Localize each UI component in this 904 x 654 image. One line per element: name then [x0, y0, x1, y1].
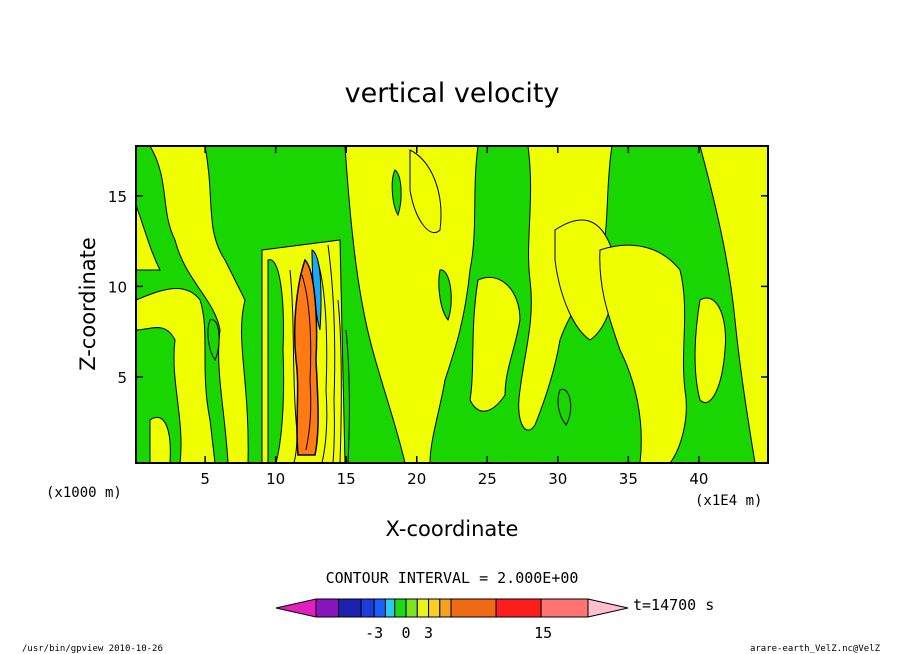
- colorbar-swatch: [450, 598, 497, 618]
- axes: 5 10 15 20 25 30 35 40 5 10 15: [108, 146, 768, 488]
- y-axis-unit: (x1000 m): [46, 485, 122, 501]
- colorbar-label: 3: [424, 624, 433, 642]
- colorbar-swatch: [373, 598, 386, 618]
- colorbar-swatch: [428, 598, 441, 618]
- y-tick-label: 5: [117, 369, 127, 387]
- x-tick-label: 30: [548, 470, 567, 488]
- colorbar-label: -3: [365, 624, 383, 642]
- colorbar-label: 0: [402, 624, 411, 642]
- chart-title: vertical velocity: [345, 78, 560, 109]
- x-tick-label: 10: [266, 470, 285, 488]
- colorbar-swatch: [360, 598, 375, 618]
- colorbar-swatch: [495, 598, 542, 618]
- x-tick-label: 20: [407, 470, 426, 488]
- colorbar-low-arrow: [275, 598, 317, 618]
- x-tick-label: 40: [689, 470, 708, 488]
- y-axis-label: Z-coordinate: [76, 237, 100, 371]
- colorbar-label: 15: [534, 624, 552, 642]
- colorbar-swatch: [384, 598, 396, 618]
- plot-frame: [135, 145, 769, 464]
- colorbar-swatch: [540, 598, 589, 618]
- contour-interval: CONTOUR INTERVAL = 2.000E+00: [326, 569, 579, 587]
- x-tick-label: 25: [478, 470, 497, 488]
- time-label: t=14700 s: [633, 596, 714, 614]
- x-axis-unit: (x1E4 m): [695, 493, 762, 509]
- vertical-velocity-field: [136, 146, 768, 463]
- footer-right: arare-earth_VelZ.nc@VelZ: [750, 644, 881, 654]
- x-tick-label: 35: [619, 470, 638, 488]
- x-tick-label: 15: [337, 470, 356, 488]
- x-axis-label: X-coordinate: [386, 517, 519, 541]
- x-tick-label: 5: [200, 470, 210, 488]
- colorbar-swatch: [439, 598, 452, 618]
- y-tick-label: 10: [108, 278, 127, 296]
- colorbar-high-arrow: [587, 598, 629, 618]
- colorbar-swatch: [315, 598, 340, 618]
- colorbar-swatch: [394, 598, 407, 618]
- y-tick-label: 15: [108, 188, 127, 206]
- colorbar: -3 0 3 15: [275, 598, 629, 642]
- colorbar-swatch: [338, 598, 362, 618]
- colorbar-swatch: [405, 598, 418, 618]
- colorbar-swatch: [416, 598, 430, 618]
- footer-left: /usr/bin/gpview 2010-10-26: [22, 644, 163, 654]
